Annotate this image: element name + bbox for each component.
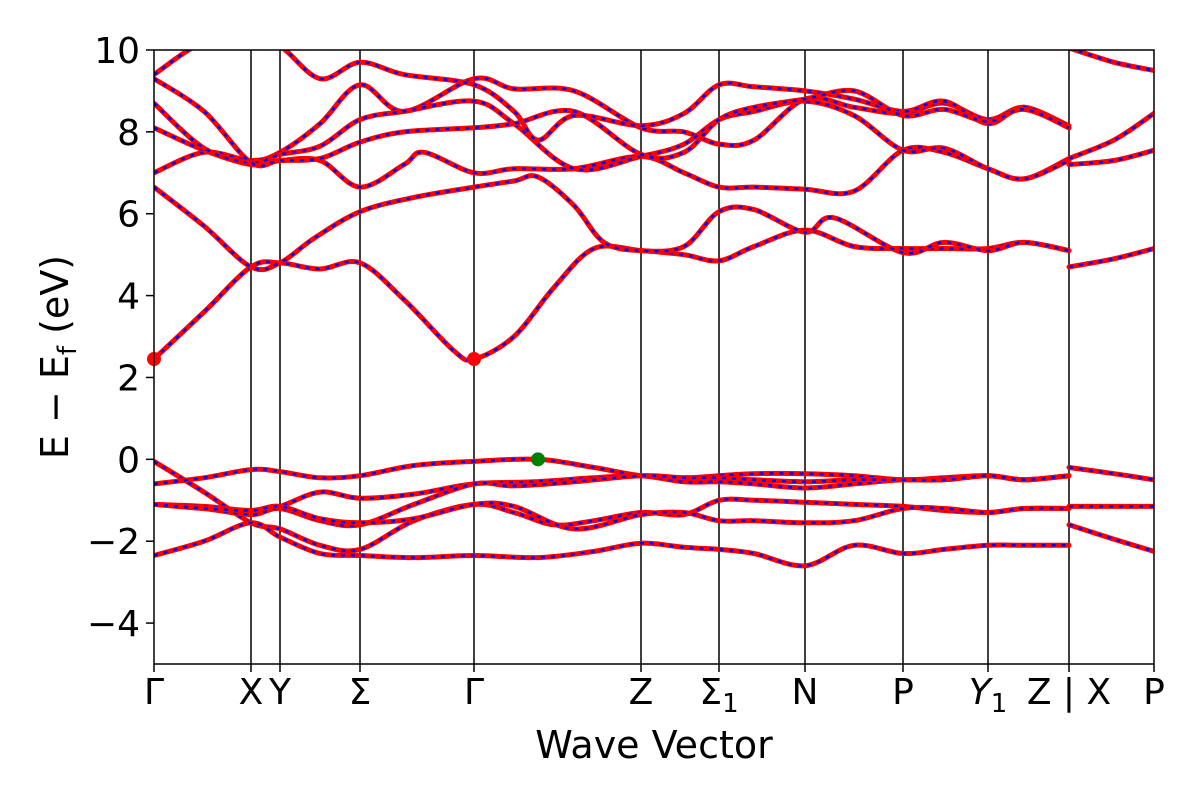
y-axis-title-main: E − E xyxy=(33,355,77,459)
x-tick-label-3: Σ xyxy=(349,672,372,713)
y-tick-label-7: 10 xyxy=(94,31,140,72)
y-tick-label-2: 0 xyxy=(117,440,140,481)
band-3-blue xyxy=(154,126,1070,195)
band-0-blue xyxy=(154,228,1070,362)
band-19-blue xyxy=(1068,523,1154,553)
band-17-blue xyxy=(1068,466,1154,482)
x-tick-label-9: Y1 xyxy=(969,672,1008,719)
x-axis-title: Wave Vector xyxy=(535,723,773,767)
y-axis-title: E − Ef (eV) xyxy=(33,255,83,459)
x-tick-label-4: Γ xyxy=(464,672,484,713)
x-tick-label-0: Γ xyxy=(144,672,164,713)
plot-frame xyxy=(153,49,1155,665)
y-tick-label-3: 2 xyxy=(117,358,140,399)
y-tick-label-4: 4 xyxy=(117,277,140,318)
vbm-marker-2 xyxy=(531,452,545,467)
cbm-marker-1 xyxy=(467,352,481,367)
band-14-blue xyxy=(1068,149,1154,166)
x-tick-label-2: Y xyxy=(268,672,292,713)
y-axis-title-sub: f xyxy=(53,345,83,355)
x-tick-label-8: P xyxy=(892,672,914,713)
x-tick-label-6: Σ1 xyxy=(699,672,738,719)
x-tick-label-5: Z xyxy=(629,672,654,713)
band-11-blue xyxy=(154,521,1069,568)
y-tick-label-6: 8 xyxy=(117,113,140,154)
band-16-blue xyxy=(1071,50,1154,72)
x-tick-label-7: N xyxy=(792,672,819,713)
band-lines xyxy=(154,50,1154,569)
y-axis-ticks: −4 −2 0 2 4 6 8 10 xyxy=(87,31,154,645)
band-6-blue xyxy=(154,77,1070,168)
band-1-red xyxy=(154,173,1072,273)
band-5-blue xyxy=(154,50,1070,142)
x-tick-label-10: Z | X xyxy=(1027,672,1111,713)
band-15-blue xyxy=(1068,112,1154,160)
y-axis-title-unit: (eV) xyxy=(33,255,77,346)
band-12-blue xyxy=(154,501,1070,531)
x-tick-label-11: P xyxy=(1143,672,1165,713)
y-tick-label-0: −4 xyxy=(87,604,140,645)
y-tick-label-5: 6 xyxy=(117,195,140,236)
x-axis-ticks: Γ X Y Σ Γ Z Σ1 N P Y1 Z | X P xyxy=(144,664,1165,719)
band-13-blue xyxy=(1068,247,1154,269)
band-4-red xyxy=(154,98,1072,182)
y-tick-label-1: −2 xyxy=(87,522,140,563)
x-tick-label-1: X xyxy=(239,672,264,713)
